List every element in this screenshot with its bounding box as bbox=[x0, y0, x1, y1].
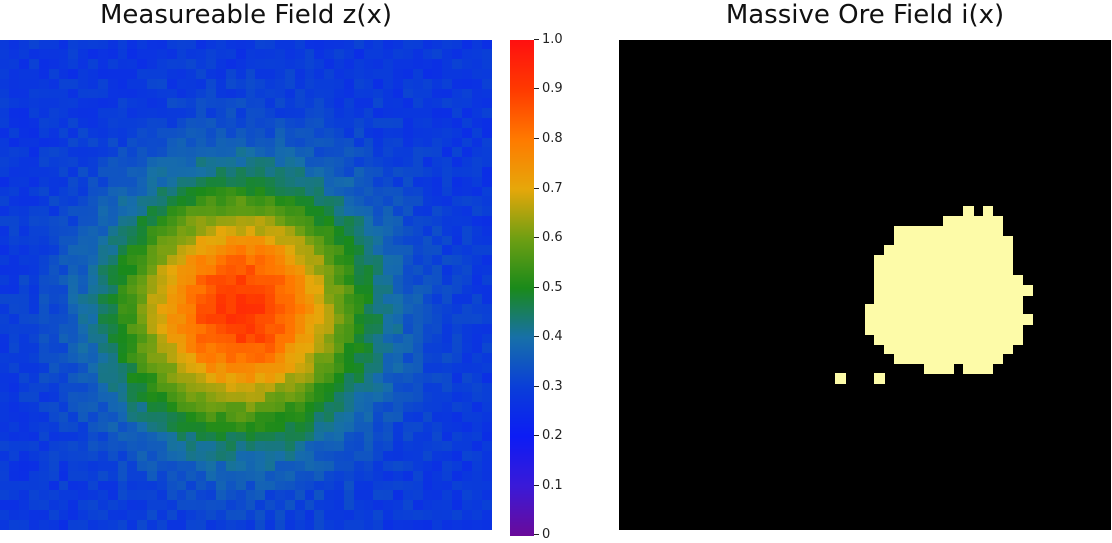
colorbar-tick: 0.2 bbox=[534, 428, 574, 444]
colorbar-tick: 1.0 bbox=[534, 32, 574, 48]
colorbar-tick: 0.1 bbox=[534, 478, 574, 494]
colorbar-tick-label: 0.8 bbox=[542, 131, 563, 146]
colorbar-tick: 0.7 bbox=[534, 181, 574, 197]
colorbar-tick-label: 0.6 bbox=[542, 230, 563, 245]
colorbar-tick: 0.6 bbox=[534, 230, 574, 246]
colorbar-tick: 0.8 bbox=[534, 131, 574, 147]
colorbar-tick-mark bbox=[534, 188, 539, 189]
colorbar-tick-mark bbox=[534, 39, 539, 40]
colorbar-tick-label: 0.4 bbox=[542, 329, 563, 344]
measureable-field-heatmap bbox=[0, 40, 492, 530]
colorbar-tick: 0.9 bbox=[534, 81, 574, 97]
colorbar-tick: 0.3 bbox=[534, 379, 574, 395]
colorbar-tick-label: 0 bbox=[542, 527, 551, 542]
colorbar-tick-mark bbox=[534, 138, 539, 139]
colorbar-tick-label: 0.7 bbox=[542, 181, 563, 196]
colorbar-tick-mark bbox=[534, 336, 539, 337]
colorbar-tick-label: 0.5 bbox=[542, 280, 563, 295]
colorbar-tick-mark bbox=[534, 237, 539, 238]
colorbar-tick-mark bbox=[534, 386, 539, 387]
massive-ore-field-heatmap bbox=[619, 40, 1111, 530]
colorbar-axis: 0 0.1 0.2 0.3 0.4 0.5 0.6 0.7 0.8 0.9 1.0 bbox=[534, 32, 574, 542]
colorbar-tick-label: 0.9 bbox=[542, 81, 563, 96]
colorbar-tick: 0 bbox=[534, 527, 574, 543]
colorbar-tick-mark bbox=[534, 435, 539, 436]
colorbar-tick-label: 1.0 bbox=[542, 32, 563, 47]
colorbar-tick-mark bbox=[534, 534, 539, 535]
colorbar-tick: 0.5 bbox=[534, 280, 574, 296]
colorbar-tick-label: 0.3 bbox=[542, 379, 563, 394]
colorbar-tick: 0.4 bbox=[534, 329, 574, 345]
colorbar-tick-mark bbox=[534, 287, 539, 288]
colorbar-tick-label: 0.1 bbox=[542, 478, 563, 493]
colorbar-tick-mark bbox=[534, 485, 539, 486]
colorbar-tick-label: 0.2 bbox=[542, 428, 563, 443]
chart-title-massive-ore-field: Massive Ore Field i(x) bbox=[725, 0, 1005, 30]
massive-ore-field-canvas bbox=[619, 40, 1111, 530]
colorbar bbox=[510, 40, 534, 536]
colorbar-tick-mark bbox=[534, 88, 539, 89]
chart-title-measureable-field: Measureable Field z(x) bbox=[99, 0, 393, 30]
measureable-field-canvas bbox=[0, 40, 492, 530]
